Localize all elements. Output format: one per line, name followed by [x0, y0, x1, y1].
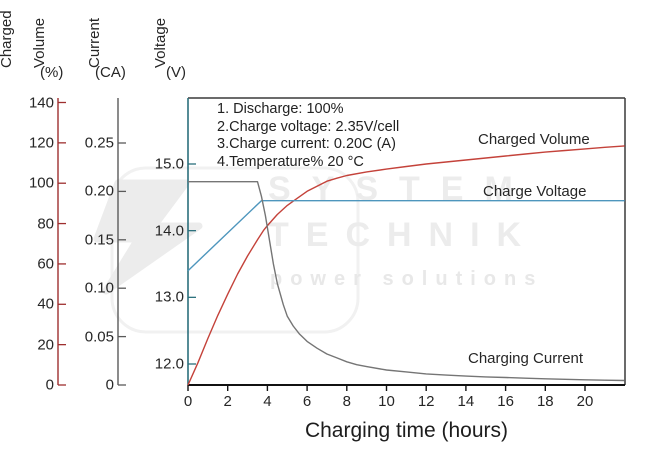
watermark-brand-line2: TECHNIK [268, 216, 539, 254]
series-line-current [188, 180, 625, 382]
watermark-tagline: power solutions [270, 268, 544, 290]
lightning-icon [93, 179, 203, 295]
logo-frame [110, 166, 360, 334]
watermark-brand-line1: SYSTEM [268, 170, 534, 208]
series-line-volume [187, 145, 625, 386]
series-line-voltage [187, 199, 625, 272]
